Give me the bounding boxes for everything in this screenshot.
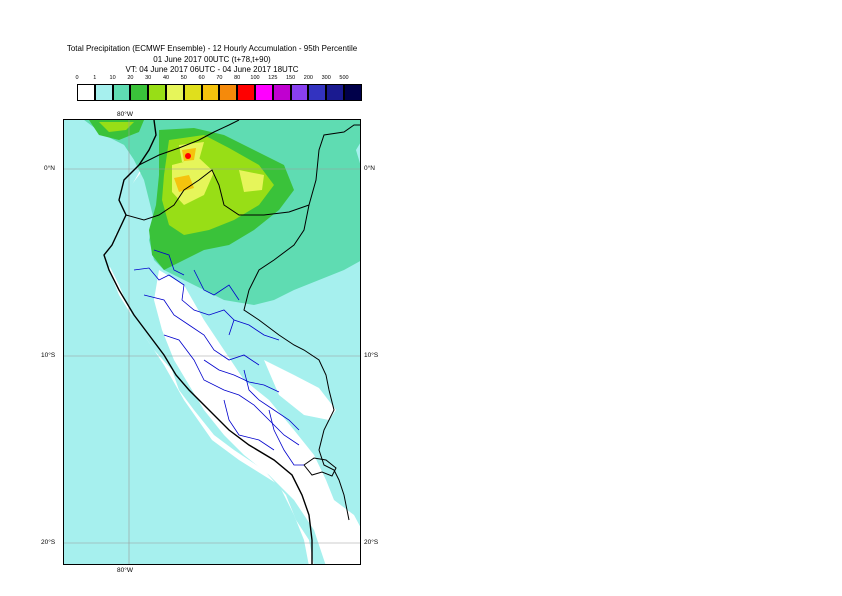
ocean-precip-west: [64, 120, 309, 564]
scale-label: 100: [250, 75, 260, 81]
scale-swatch: [77, 84, 95, 101]
scale-label: 300: [321, 75, 331, 81]
scale-swatch: [290, 84, 309, 101]
scale-swatch: [130, 84, 149, 101]
country-border-ecuador-colombia: [138, 120, 240, 166]
title-line-1: Total Precipitation (ECMWF Ensemble) - 1…: [66, 44, 358, 53]
scale-swatch: [112, 84, 131, 101]
map-svg: [64, 120, 360, 564]
lon-label-top-outer: 80°W: [117, 111, 133, 118]
country-border-colombia-brazil: [308, 124, 360, 206]
lon-label-bottom: 80°W: [117, 567, 133, 574]
scale-label: 500: [339, 75, 349, 81]
scale-label: 40: [162, 75, 170, 81]
orange-precip-area: [174, 148, 196, 192]
dry-land-area: [154, 270, 360, 564]
scale-label: 70: [216, 75, 223, 81]
scale-swatch: [308, 84, 327, 101]
red-precip-spot: [185, 153, 191, 159]
scale-swatch: [237, 84, 255, 101]
scale-label: 0: [75, 75, 79, 81]
scale-label: 200: [303, 75, 313, 81]
scale-label: 30: [145, 75, 152, 81]
scale-swatch: [94, 84, 113, 101]
scale-swatch: [255, 84, 273, 101]
scale-label: 50: [180, 75, 187, 81]
scale-label: 80: [234, 75, 241, 81]
lat-label-left-0: 0°N: [44, 165, 55, 172]
scale-swatch: [183, 84, 202, 101]
scale-label: 1: [93, 75, 97, 81]
country-border-bolivia: [303, 457, 337, 477]
scale-label: 20: [127, 75, 134, 81]
scale-swatch: [219, 84, 238, 101]
yellow-precip-area: [172, 142, 264, 205]
scale-swatch: [326, 84, 344, 101]
precipitation-map: 80°W: [63, 119, 361, 565]
scale-swatch: [272, 84, 291, 101]
lat-label-right-20s: 20°S: [364, 539, 379, 546]
scale-label: 150: [286, 75, 296, 81]
scale-label: 60: [198, 75, 205, 81]
moderate-precip-coast: [64, 120, 134, 180]
country-border-ecuador-peru: [125, 169, 310, 221]
scale-swatch: [148, 84, 166, 101]
lat-label-left-20s: 20°S: [41, 539, 56, 546]
scale-swatch: [201, 84, 220, 101]
lat-label-right-0: 0°N: [364, 165, 375, 172]
lat-label-right-10s: 10°S: [364, 352, 379, 359]
admin-borders: [133, 249, 304, 466]
scale-swatch: [166, 84, 184, 101]
country-border-peru-brazil: [243, 204, 350, 521]
lat-label-left-10s: 10°S: [41, 352, 56, 359]
coastline: [103, 120, 313, 564]
dry-patch-south: [264, 360, 336, 420]
title-line-3: VT: 04 June 2017 06UTC - 04 June 2017 18…: [125, 65, 299, 74]
scale-label: 125: [268, 75, 278, 81]
title-line-2: 01 June 2017 00UTC (t+78,t+90): [153, 55, 271, 64]
scale-label: 10: [109, 75, 116, 81]
scale-swatch: [344, 84, 362, 101]
